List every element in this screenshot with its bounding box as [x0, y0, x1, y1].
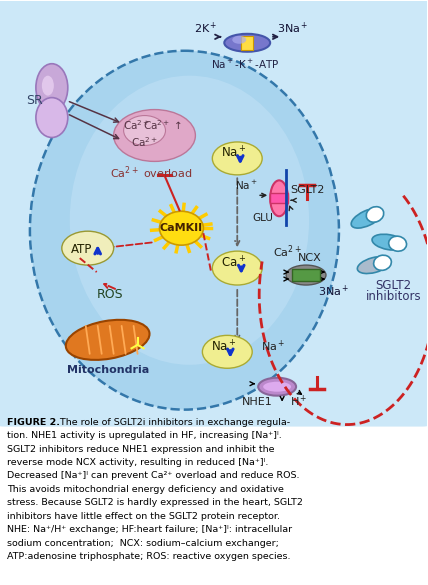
Ellipse shape [224, 34, 270, 51]
Text: SGLT2 inhibitors reduce NHE1 expression and inhibit the: SGLT2 inhibitors reduce NHE1 expression … [7, 445, 274, 453]
Text: Ca$^{2+}$: Ca$^{2+}$ [123, 119, 150, 132]
Ellipse shape [66, 320, 149, 360]
Ellipse shape [372, 234, 405, 250]
Ellipse shape [212, 251, 262, 285]
Text: inhibitors have little effect on the SGLT2 protein receptor.: inhibitors have little effect on the SGL… [7, 512, 280, 521]
Text: NHE1: NHE1 [242, 397, 273, 407]
Ellipse shape [270, 180, 288, 216]
Text: Na$^+$: Na$^+$ [221, 146, 247, 161]
Text: Decreased [Na⁺]ᴵ can prevent Ca²⁺ overload and reduce ROS.: Decreased [Na⁺]ᴵ can prevent Ca²⁺ overlo… [7, 472, 300, 480]
Text: Na$^+$: Na$^+$ [211, 339, 237, 355]
Ellipse shape [160, 211, 203, 245]
FancyBboxPatch shape [0, 0, 428, 426]
Text: NHE: Na⁺/H⁺ exchange; HF:heart failure; [Na⁺]ᴵ: intracellular: NHE: Na⁺/H⁺ exchange; HF:heart failure; … [7, 525, 292, 534]
Ellipse shape [232, 36, 246, 44]
Text: Ca$^{2+}$: Ca$^{2+}$ [131, 136, 158, 149]
Text: tion. NHE1 activity is upregulated in HF, increasing [Na⁺]ᴵ.: tion. NHE1 activity is upregulated in HF… [7, 431, 282, 440]
Ellipse shape [351, 208, 383, 228]
Text: 3Na$^+$: 3Na$^+$ [318, 283, 350, 299]
Ellipse shape [357, 257, 390, 274]
Ellipse shape [30, 51, 339, 410]
Text: CaMKII: CaMKII [160, 223, 203, 233]
Text: Ca$^{2+}$ overload: Ca$^{2+}$ overload [110, 164, 193, 181]
Text: Na$^+$-K$^+$-ATP: Na$^+$-K$^+$-ATP [211, 58, 279, 71]
Ellipse shape [62, 231, 114, 265]
Ellipse shape [258, 378, 296, 395]
Ellipse shape [374, 255, 391, 270]
Ellipse shape [389, 236, 407, 251]
Ellipse shape [124, 116, 166, 146]
Text: 2K$^+$: 2K$^+$ [193, 21, 217, 36]
Bar [292, 269, 320, 281]
Text: Ca$^{2+}$ ↑: Ca$^{2+}$ ↑ [143, 119, 182, 132]
Text: Ca$^+$: Ca$^+$ [221, 256, 246, 271]
Text: 3Na$^+$: 3Na$^+$ [277, 21, 309, 36]
Text: SR: SR [26, 94, 43, 107]
Text: SGLT2: SGLT2 [290, 185, 324, 195]
Text: Ca$^{2+}$: Ca$^{2+}$ [273, 244, 301, 260]
Text: ROS: ROS [96, 288, 123, 301]
Bar [241, 36, 253, 50]
Text: Na$^+$: Na$^+$ [235, 179, 258, 192]
Ellipse shape [36, 98, 68, 137]
Text: Mitochondria: Mitochondria [66, 365, 149, 375]
Ellipse shape [42, 75, 54, 95]
Ellipse shape [366, 207, 384, 222]
Ellipse shape [286, 265, 326, 285]
Text: inhibitors: inhibitors [366, 291, 422, 304]
Text: sodium concentration;  NCX: sodium–calcium exchanger;: sodium concentration; NCX: sodium–calciu… [7, 539, 279, 548]
Text: FIGURE 2.: FIGURE 2. [7, 418, 60, 426]
Text: stress. Because SGLT2 is hardly expressed in the heart, SGLT2: stress. Because SGLT2 is hardly expresse… [7, 498, 303, 507]
Text: GLU: GLU [253, 213, 273, 223]
Bar [270, 193, 288, 203]
Text: ATP:adenosine triphosphate; ROS: reactive oxygen species.: ATP:adenosine triphosphate; ROS: reactiv… [7, 552, 291, 561]
Text: Na$^+$: Na$^+$ [261, 339, 285, 355]
Ellipse shape [36, 64, 68, 112]
Text: The role of SGLT2i inhibitors in exchange regula-: The role of SGLT2i inhibitors in exchang… [54, 418, 290, 426]
Text: This avoids mitochondrial energy deficiency and oxidative: This avoids mitochondrial energy deficie… [7, 485, 284, 494]
Ellipse shape [202, 335, 252, 369]
Text: SGLT2: SGLT2 [376, 278, 412, 291]
Ellipse shape [263, 382, 291, 392]
Ellipse shape [70, 75, 309, 365]
Text: H$^+$: H$^+$ [290, 394, 308, 409]
Ellipse shape [114, 109, 196, 161]
Text: reverse mode NCX activity, resulting in reduced [Na⁺]ᴵ.: reverse mode NCX activity, resulting in … [7, 458, 268, 467]
Text: ATP: ATP [71, 243, 92, 256]
Ellipse shape [212, 142, 262, 175]
Text: NCX: NCX [298, 253, 322, 263]
